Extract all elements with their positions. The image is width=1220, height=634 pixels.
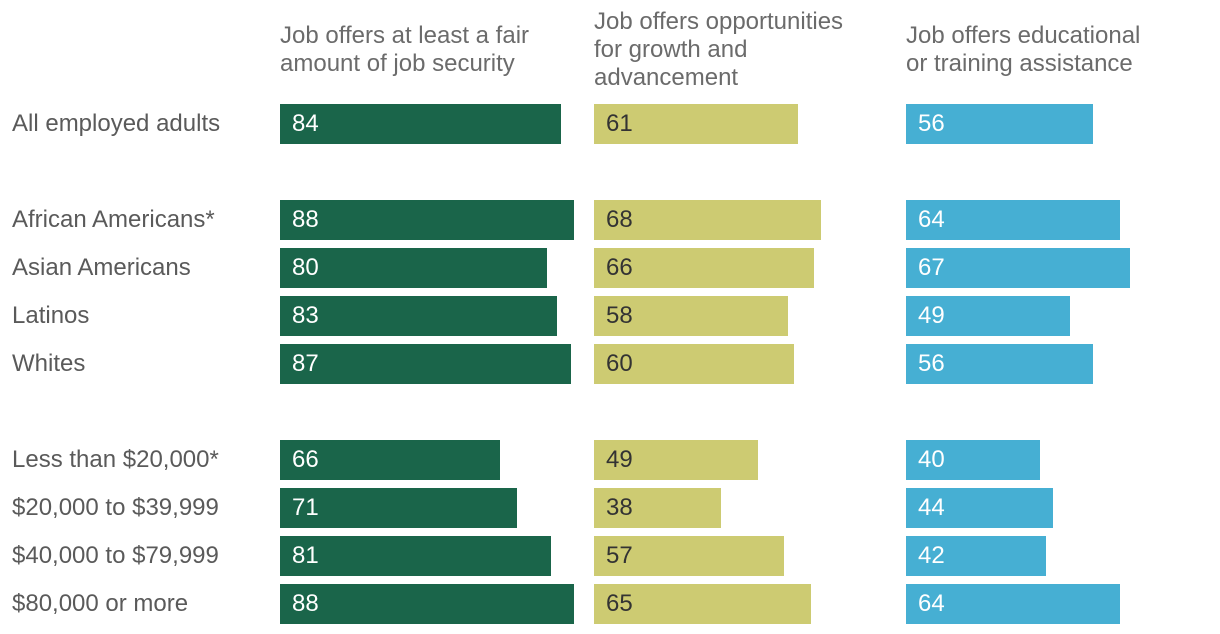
bar-value-label: 66: [292, 446, 319, 473]
bar-value-label: 56: [918, 350, 945, 377]
bar-value-label: 38: [606, 494, 633, 521]
bar-value-label: 40: [918, 446, 945, 473]
bar-value-label: 64: [918, 206, 945, 233]
bar: 49: [594, 440, 758, 480]
row-label: African Americans*: [12, 206, 215, 233]
bar: 64: [906, 200, 1120, 240]
bar: 66: [594, 248, 814, 288]
bar-value-label: 61: [606, 110, 633, 137]
bar-value-label: 58: [606, 302, 633, 329]
column-header: Job offers opportunities for growth and …: [594, 8, 844, 91]
row-label: Latinos: [12, 302, 90, 329]
bar: 68: [594, 200, 821, 240]
bar: 56: [906, 104, 1093, 144]
column-header: Job offers educational or training assis…: [906, 22, 1141, 77]
bar-value-label: 56: [918, 110, 945, 137]
bar-value-label: 42: [918, 542, 945, 569]
bar: 56: [906, 344, 1093, 384]
bar-value-label: 67: [918, 254, 945, 281]
bar: 83: [280, 296, 557, 336]
bar: 81: [280, 536, 551, 576]
bar: 67: [906, 248, 1130, 288]
bar: 71: [280, 488, 517, 528]
bar: 87: [280, 344, 571, 384]
bar-value-label: 84: [292, 110, 319, 137]
bar-value-label: 83: [292, 302, 319, 329]
bar-value-label: 64: [918, 590, 945, 617]
bar: 58: [594, 296, 788, 336]
bar-value-label: 87: [292, 350, 319, 377]
bar: 60: [594, 344, 794, 384]
bar: 65: [594, 584, 811, 624]
bar: 49: [906, 296, 1070, 336]
row-label: Less than $20,000*: [12, 446, 219, 473]
bar-value-label: 49: [918, 302, 945, 329]
bar-value-label: 71: [292, 494, 319, 521]
bar-value-label: 65: [606, 590, 633, 617]
bar: 88: [280, 584, 574, 624]
bar-value-label: 60: [606, 350, 633, 377]
bar-value-label: 81: [292, 542, 319, 569]
bar: 64: [906, 584, 1120, 624]
row-label: $80,000 or more: [12, 590, 189, 617]
bar-value-label: 80: [292, 254, 319, 281]
bar: 44: [906, 488, 1053, 528]
bar-value-label: 88: [292, 590, 319, 617]
row-label: $20,000 to $39,999: [12, 494, 219, 521]
bar: 88: [280, 200, 574, 240]
bar: 38: [594, 488, 721, 528]
bar-value-label: 88: [292, 206, 319, 233]
bar-value-label: 68: [606, 206, 633, 233]
bar: 57: [594, 536, 784, 576]
bar: 80: [280, 248, 547, 288]
row-label: Whites: [12, 350, 86, 377]
column-header: Job offers at least a fair amount of job…: [280, 22, 530, 77]
bar: 66: [280, 440, 500, 480]
bar-value-label: 66: [606, 254, 633, 281]
bar: 84: [280, 104, 561, 144]
bar: 42: [906, 536, 1046, 576]
bar-value-label: 57: [606, 542, 633, 569]
bar-value-label: 49: [606, 446, 633, 473]
bar: 40: [906, 440, 1040, 480]
bar-value-label: 44: [918, 494, 945, 521]
bar: 61: [594, 104, 798, 144]
row-label: $40,000 to $79,999: [12, 542, 219, 569]
row-label: All employed adults: [12, 110, 221, 137]
row-label: Asian Americans: [12, 254, 191, 281]
